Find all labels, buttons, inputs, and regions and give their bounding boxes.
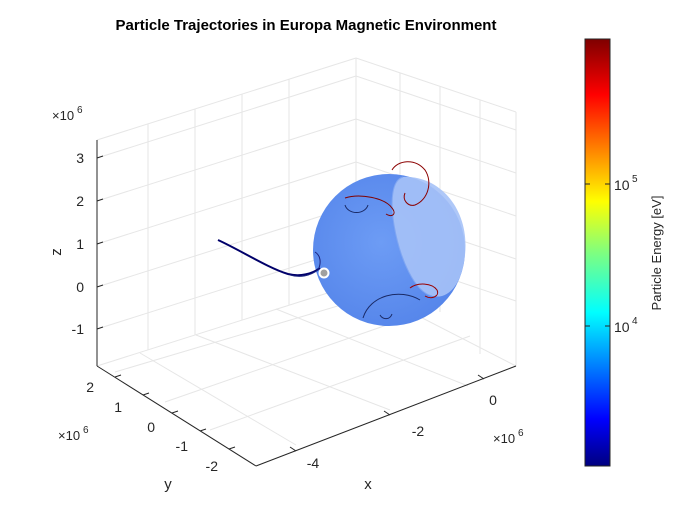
z-tick-label: 0 <box>76 279 84 295</box>
x-tick-label: 0 <box>489 392 497 408</box>
z-tick-label: -1 <box>72 321 85 337</box>
chart-title: Particle Trajectories in Europa Magnetic… <box>116 17 497 34</box>
z-tick-label: 1 <box>76 236 84 252</box>
trajectory-high-energy-1 <box>391 161 430 206</box>
y-exponent: ×10 6 <box>58 425 89 443</box>
z-tick-label: 2 <box>76 193 84 209</box>
trajectories <box>217 161 439 299</box>
colorbar <box>584 38 611 467</box>
svg-text:6: 6 <box>77 105 83 116</box>
z-tick-label: 3 <box>76 150 84 166</box>
sphere-highlight <box>392 176 466 297</box>
z-axis-label: z <box>48 248 65 256</box>
svg-text:×10: ×10 <box>493 431 515 446</box>
svg-text:×10: ×10 <box>58 428 80 443</box>
y-tick-label: -1 <box>176 438 189 454</box>
x-axis-label: x <box>364 476 372 493</box>
europa-sphere <box>313 174 466 326</box>
z-ticks <box>96 155 104 330</box>
colorbar-tick-base: 10 <box>614 319 630 335</box>
y-tick-label: 0 <box>147 419 155 435</box>
trajectory-high-energy-2 <box>344 195 395 217</box>
axis-lines <box>96 140 517 467</box>
x-tick-label: -2 <box>412 423 425 439</box>
x-ticks <box>289 374 485 452</box>
y-tick-label: -2 <box>206 458 219 474</box>
trajectory-high-energy-3 <box>409 283 439 299</box>
z-exponent: ×10 6 <box>52 105 83 123</box>
colorbar-tick-base: 10 <box>614 177 630 193</box>
field-arcs <box>344 204 421 320</box>
svg-text:6: 6 <box>518 428 524 439</box>
x-exponent: ×10 6 <box>493 428 524 446</box>
svg-text:6: 6 <box>83 425 89 436</box>
colorbar-tick-exp: 5 <box>632 174 638 185</box>
y-tick-label: 2 <box>86 379 94 395</box>
trajectory-low-energy <box>217 239 321 277</box>
colorbar-tick-label-1e4: 10 4 <box>614 316 638 335</box>
colorbar-ticks <box>585 183 610 327</box>
x-tick-label: -4 <box>307 455 320 471</box>
sphere-terminator <box>391 176 433 297</box>
colorbar-label: Particle Energy [eV] <box>649 196 664 311</box>
y-ticks <box>114 374 236 450</box>
start-marker <box>318 267 330 279</box>
y-axis-label: y <box>164 476 172 493</box>
trajectory-low-energy-2 <box>289 251 321 277</box>
x-axis-line <box>255 365 517 467</box>
svg-text:×10: ×10 <box>52 108 74 123</box>
colorbar-tick-exp: 4 <box>632 316 638 327</box>
y-tick-label: 1 <box>114 399 122 415</box>
colorbar-tick-label-1e5: 10 5 <box>614 174 638 193</box>
